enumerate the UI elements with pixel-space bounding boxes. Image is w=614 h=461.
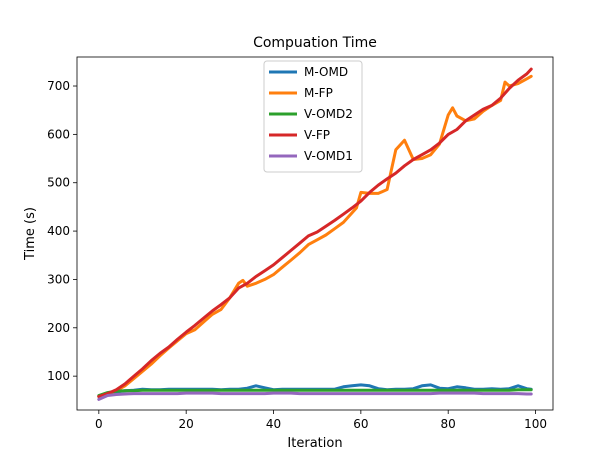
x-tick-label: 60 — [353, 417, 368, 431]
x-axis-label: Iteration — [287, 436, 342, 451]
series-line-v-omd1 — [97, 391, 533, 401]
series-line-v-omd2 — [97, 388, 533, 397]
legend-label: V-OMD1 — [304, 149, 353, 163]
y-tick-label: 100 — [47, 369, 70, 383]
x-tick-label: 0 — [95, 417, 103, 431]
legend-label: M-OMD — [304, 65, 348, 79]
x-tick-label: 100 — [524, 417, 547, 431]
y-tick-label: 600 — [47, 127, 70, 141]
series-layer — [97, 67, 533, 401]
y-tick-label: 300 — [47, 272, 70, 286]
legend: M-OMD M-FP V-OMD2 V-FP V-OMD1 — [263, 60, 363, 173]
x-tick-label: 40 — [266, 417, 281, 431]
x-axis-ticks: 0 20 40 60 80 100 — [95, 410, 547, 431]
legend-label: M-FP — [304, 86, 333, 100]
y-axis-ticks: 100 200 300 400 500 600 700 — [47, 79, 77, 383]
y-tick-label: 500 — [47, 176, 70, 190]
x-tick-label: 80 — [441, 417, 456, 431]
y-tick-label: 700 — [47, 79, 70, 93]
y-tick-label: 400 — [47, 224, 70, 238]
chart-title: Compuation Time — [253, 35, 377, 51]
legend-box — [263, 60, 363, 173]
legend-label: V-OMD2 — [304, 107, 353, 121]
y-tick-label: 200 — [47, 321, 70, 335]
x-tick-label: 20 — [179, 417, 194, 431]
legend-label: V-FP — [304, 128, 330, 142]
series-line-v-fp — [97, 67, 533, 398]
y-axis-label: Time (s) — [23, 207, 38, 261]
